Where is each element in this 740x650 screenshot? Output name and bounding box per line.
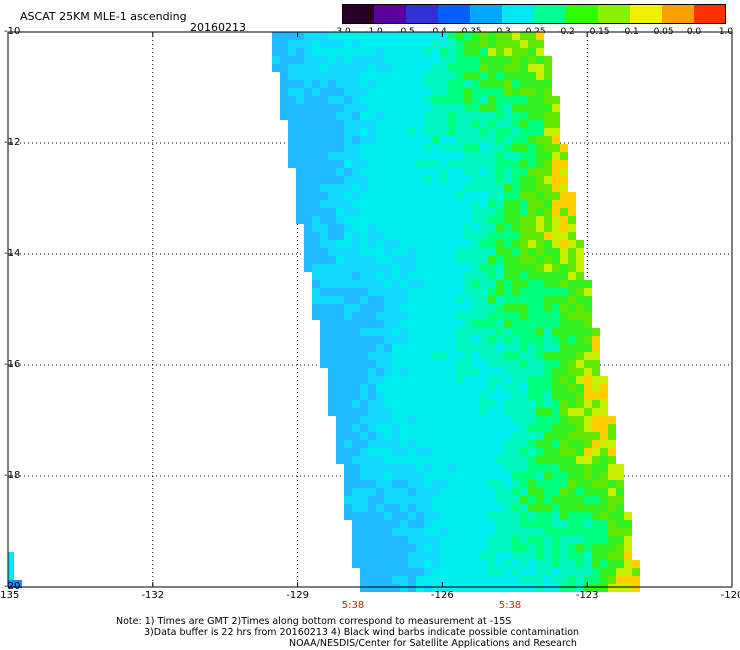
y-tick-label: -18 xyxy=(4,470,21,481)
y-tick-label: -20 xyxy=(4,581,21,592)
corner-data-cell xyxy=(8,580,22,588)
x-tick-label: -120 xyxy=(720,590,740,601)
colorbar-swatch xyxy=(598,4,631,24)
colorbar-swatch xyxy=(438,4,471,24)
colorbar-swatch xyxy=(406,4,439,24)
colorbar-border xyxy=(342,4,726,24)
colorbar-swatch xyxy=(342,4,375,24)
y-tick-label: -12 xyxy=(4,137,21,148)
colorbar-swatch xyxy=(470,4,503,24)
colorbar-swatch xyxy=(502,4,535,24)
colorbar-swatch xyxy=(374,4,407,24)
note-line-2: 3)Data buffer is 22 hrs from 20160213 4)… xyxy=(144,627,580,638)
colorbar-swatch xyxy=(566,4,599,24)
x-tick-label: -132 xyxy=(141,590,165,601)
x-tick-label: -126 xyxy=(431,590,454,601)
y-tick-label: -14 xyxy=(4,248,21,259)
swath-map xyxy=(7,31,733,592)
colorbar-swatch xyxy=(662,4,695,24)
colorbar xyxy=(342,4,726,24)
note-line-1: Note: 1) Times are GMT 2)Times along bot… xyxy=(116,616,512,627)
x-tick-label: -129 xyxy=(286,590,309,601)
corner-data-cell xyxy=(8,552,14,580)
y-tick-label: -16 xyxy=(4,359,21,370)
colorbar-swatch xyxy=(694,4,726,24)
map-date: 20160213 xyxy=(190,21,246,34)
map-title: ASCAT 25KM MLE-1 ascending xyxy=(20,10,187,23)
wind-data-swath xyxy=(272,32,640,592)
map-frame xyxy=(7,31,733,588)
time-label-left: 5:38 xyxy=(341,600,365,611)
time-label-right: 5:38 xyxy=(498,600,522,611)
colorbar-swatch xyxy=(630,4,663,24)
y-tick-label: -10 xyxy=(4,26,21,37)
x-tick-label: -123 xyxy=(575,590,599,601)
note-line-3: NOAA/NESDIS/Center for Satellite Applica… xyxy=(289,638,577,649)
x-tick-label: -135 xyxy=(0,590,20,601)
colorbar-swatch xyxy=(534,4,567,24)
